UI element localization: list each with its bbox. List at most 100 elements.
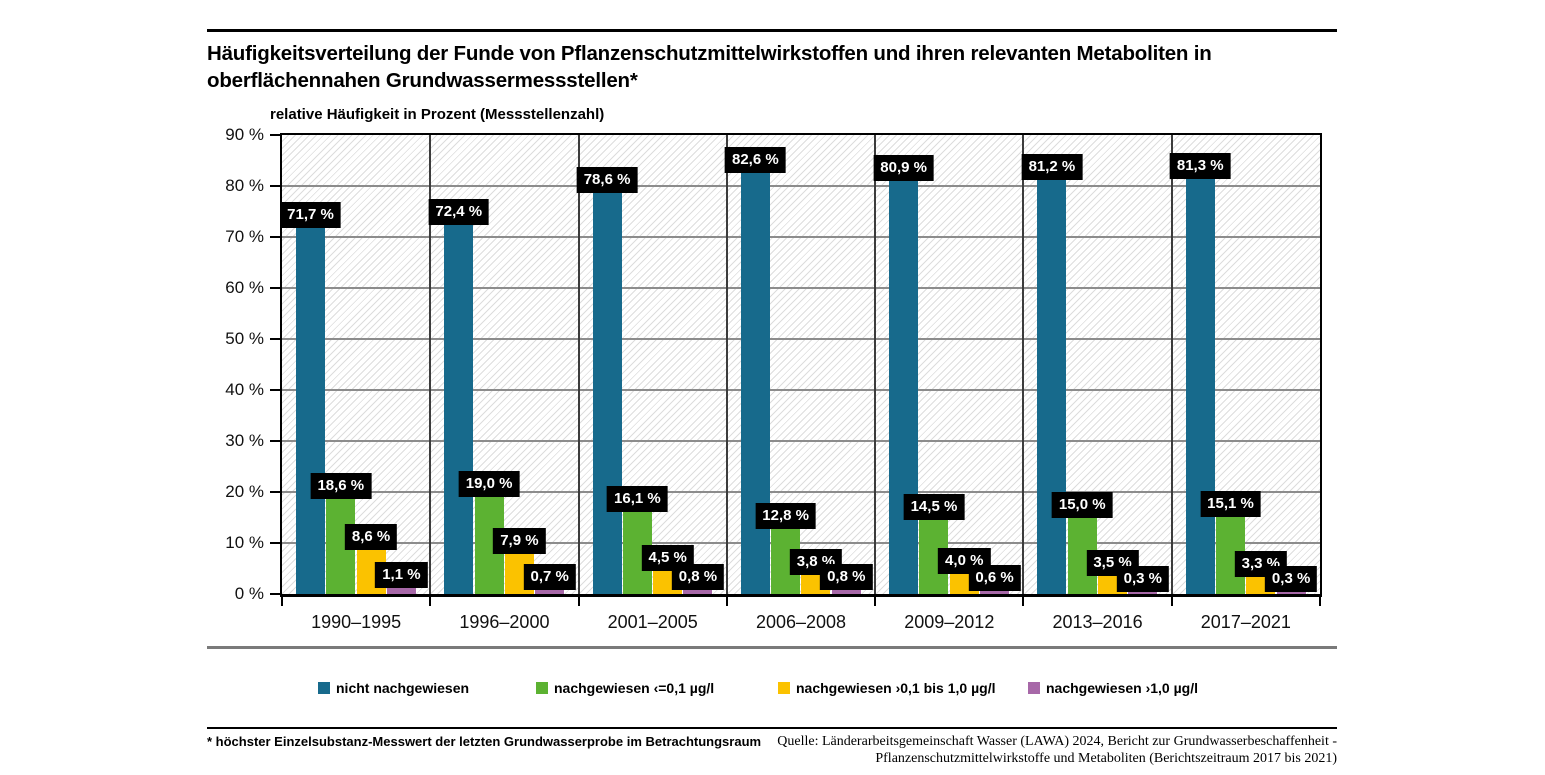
y-tick-label: 50 % — [225, 329, 264, 348]
y-tick-label: 70 % — [225, 227, 264, 246]
value-label: 0,3 % — [1264, 566, 1318, 593]
value-label: 81,3 % — [1169, 153, 1231, 180]
value-label: 80,9 % — [873, 155, 934, 182]
y-tick — [270, 185, 280, 187]
x-tick — [429, 597, 432, 606]
value-label: 8,6 % — [344, 524, 398, 551]
group-separator — [577, 135, 580, 594]
value-label: 7,9 % — [493, 527, 546, 554]
value-label: 0,8 % — [820, 563, 873, 590]
y-tick — [270, 593, 280, 595]
grid-line — [282, 491, 1320, 493]
value-label: 4,0 % — [938, 547, 991, 574]
bar-nicht-nachgewiesen — [296, 228, 325, 594]
grid-line — [282, 338, 1320, 340]
value-label: 82,6 % — [724, 146, 786, 173]
source-line-2: Pflanzenschutzmittelwirkstoffe und Metab… — [875, 751, 1337, 766]
legend-label: nachgewiesen ›0,1 bis 1,0 µg/l — [796, 680, 996, 696]
legend-swatch-icon — [778, 682, 790, 694]
y-tick-label: 30 % — [225, 431, 264, 450]
bar-nicht-nachgewiesen — [740, 172, 770, 594]
source: Quelle: Länderarbeitsgemeinschaft Wasser… — [777, 733, 1337, 767]
value-label: 18,6 % — [310, 473, 372, 500]
x-tick-label: 2009–2012 — [904, 612, 995, 632]
legend-item: nachgewiesen ›1,0 µg/l — [1028, 680, 1198, 696]
value-label: 0,8 % — [671, 563, 725, 590]
footnote: * höchster Einzelsubstanz-Messwert der l… — [207, 734, 762, 749]
group-separator — [429, 135, 432, 594]
plot-area: 71,7 % 72,4 % 78,6 % 82,6 % 80,9 % 81,2 % 81,3… — [280, 133, 1322, 597]
legend-swatch-icon — [536, 682, 548, 694]
legend-item: nachgewiesen ‹=0,1 µg/l — [536, 680, 714, 696]
bar-nachgewiesen-1-0-g-l — [386, 588, 416, 594]
middle-rule — [207, 646, 1337, 649]
x-tick — [1170, 597, 1173, 606]
x-tick — [725, 597, 728, 606]
bar-nachgewiesen-1-0-g-l — [535, 590, 565, 594]
y-tick — [270, 338, 280, 340]
x-tick-label: 2006–2008 — [755, 612, 847, 632]
bar-nachgewiesen-1-0-g-l — [831, 589, 861, 594]
bar-nicht-nachgewiesen — [592, 193, 622, 594]
y-tick-label: 80 % — [225, 176, 264, 195]
x-tick — [281, 597, 283, 606]
legend-label: nachgewiesen ›1,0 µg/l — [1046, 680, 1199, 696]
y-tick-label: 40 % — [225, 380, 264, 399]
bar-nachgewiesen-1-0-g-l — [1276, 592, 1306, 594]
legend-item: nicht nachgewiesen — [318, 680, 469, 696]
value-label: 4,5 % — [641, 545, 694, 572]
x-tick — [1319, 597, 1321, 606]
legend: nicht nachgewiesen nachgewiesen ‹=0,1 µg/… — [0, 680, 1545, 700]
legend-label: nicht nachgewiesen — [336, 680, 470, 696]
bar-nachgewiesen-1-0-g-l — [980, 590, 1010, 594]
grid-line — [282, 389, 1320, 391]
value-label: 78,6 % — [576, 167, 638, 194]
bar-nicht-nachgewiesen — [1185, 179, 1215, 594]
value-label: 0,6 % — [968, 564, 1021, 591]
y-tick-label: 90 % — [225, 125, 264, 144]
top-rule — [207, 29, 1337, 32]
value-label: 14,5 % — [903, 494, 965, 521]
grid-line — [282, 542, 1320, 544]
y-tick — [270, 236, 280, 238]
value-label: 0,7 % — [523, 564, 576, 591]
y-tick — [270, 134, 280, 136]
grid-line — [282, 185, 1320, 187]
value-label: 71,7 % — [280, 202, 341, 229]
y-tick-label: 10 % — [225, 533, 264, 552]
y-tick-label: 20 % — [225, 482, 264, 501]
value-label: 72,4 % — [428, 198, 490, 225]
y-tick-label: 0 % — [234, 584, 264, 603]
bar-nachgewiesen-1-0-g-l — [683, 589, 713, 594]
bar-nicht-nachgewiesen — [1037, 179, 1067, 594]
value-label: 12,8 % — [755, 502, 817, 529]
x-tick — [1022, 597, 1025, 606]
y-axis-title: relative Häufigkeit in Prozent (Messstel… — [270, 106, 605, 123]
y-tick — [270, 542, 280, 544]
grid-line — [282, 287, 1320, 289]
group-separator — [1170, 135, 1173, 594]
value-label: 19,0 % — [458, 471, 520, 498]
bar-nachgewiesen-1-0-g-l — [1128, 592, 1158, 594]
legend-swatch-icon — [318, 682, 330, 694]
x-tick-label: 1996–2000 — [459, 612, 550, 632]
chart-title: Häufigkeitsverteilung der Funde von Pfla… — [207, 42, 1212, 92]
y-tick-label: 60 % — [225, 278, 264, 297]
y-tick — [270, 389, 280, 391]
x-tick-label: 2013–2016 — [1052, 612, 1143, 632]
x-tick — [577, 597, 580, 606]
value-label: 16,1 % — [607, 485, 668, 512]
value-label: 1,1 % — [375, 562, 428, 589]
grid-line — [282, 236, 1320, 238]
source-line-1: Quelle: Länderarbeitsgemeinschaft Wasser… — [777, 734, 1337, 749]
legend-item: nachgewiesen ›0,1 bis 1,0 µg/l — [778, 680, 995, 696]
value-label: 0,3 % — [1116, 566, 1170, 593]
group-separator — [725, 135, 728, 594]
y-tick — [270, 491, 280, 493]
bar-nicht-nachgewiesen — [889, 181, 919, 594]
legend-label: nachgewiesen ‹=0,1 µg/l — [554, 680, 715, 696]
x-tick-label: 2017–2021 — [1200, 612, 1291, 632]
value-label: 81,2 % — [1021, 153, 1083, 180]
legend-swatch-icon — [1028, 682, 1040, 694]
